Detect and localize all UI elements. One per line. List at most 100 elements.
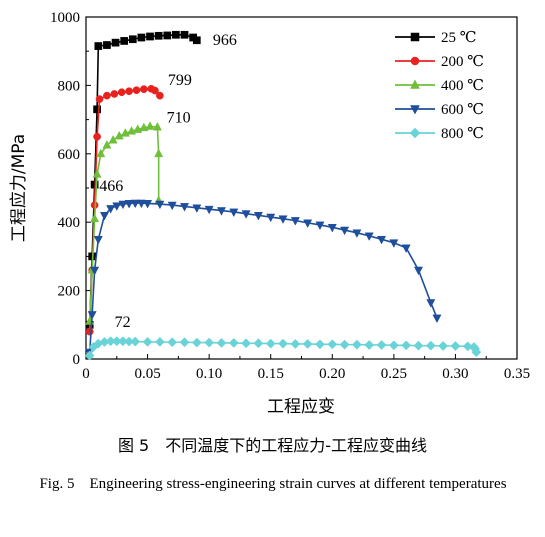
- data-point: [99, 212, 109, 221]
- data-point: [278, 215, 288, 224]
- data-point: [106, 205, 116, 214]
- data-point: [124, 200, 134, 209]
- legend-entry: 800 ℃: [395, 126, 484, 142]
- data-point: [167, 337, 178, 348]
- data-point: [152, 121, 162, 131]
- data-point: [145, 121, 155, 130]
- data-point: [154, 336, 165, 347]
- stress-strain-chart: 0 0.05 0.10 0.15 0.20 0.25 0.30 0.35 0 200 400 600 8…: [9, 10, 530, 417]
- data-point: [93, 105, 101, 114]
- data-point: [90, 213, 100, 223]
- legend-label: 800 ℃: [441, 126, 484, 142]
- y-tick-label: 600: [58, 147, 81, 163]
- data-point: [471, 347, 482, 358]
- series-2: [85, 84, 164, 336]
- data-point: [139, 122, 149, 132]
- data-point: [192, 36, 201, 45]
- x-tick-label: 0.15: [258, 366, 284, 382]
- data-point: [114, 130, 124, 140]
- data-point: [327, 223, 337, 233]
- data-point: [96, 148, 106, 158]
- data-point: [130, 199, 140, 209]
- data-point: [450, 341, 461, 351]
- data-point: [410, 32, 420, 42]
- data-point: [216, 207, 226, 216]
- data-point: [155, 200, 165, 210]
- data-point: [376, 340, 387, 350]
- data-point: [253, 338, 264, 349]
- data-point: [339, 339, 350, 350]
- data-point: [167, 201, 177, 211]
- data-point: [93, 132, 101, 141]
- data-point: [278, 338, 288, 349]
- data-point: [192, 204, 202, 213]
- data-point: [136, 199, 146, 209]
- data-point: [125, 87, 133, 96]
- series-line: [88, 202, 438, 353]
- figure-caption-english: Fig. 5 Engineering stress-engineering st…: [39, 476, 507, 492]
- data-point: [438, 341, 449, 351]
- data-point: [228, 337, 239, 348]
- data-point: [432, 314, 442, 324]
- data-point: [179, 337, 190, 348]
- data-point: [389, 239, 399, 248]
- data-point: [302, 338, 313, 349]
- data-point: [253, 212, 263, 221]
- data-point: [315, 339, 325, 350]
- data-point: [401, 244, 411, 253]
- data-point: [216, 337, 227, 348]
- legend-entry: 25 ℃: [395, 30, 477, 46]
- data-point: [241, 338, 252, 349]
- peak-value-label: 72: [115, 314, 131, 331]
- data-point: [84, 350, 95, 361]
- data-point: [142, 336, 153, 347]
- data-point: [351, 339, 362, 350]
- data-point: [204, 205, 214, 215]
- series-4: [85, 199, 442, 358]
- data-point: [290, 338, 301, 349]
- legend-label: 600 ℃: [441, 102, 484, 118]
- data-point: [410, 79, 420, 89]
- data-point: [163, 31, 172, 40]
- data-point: [462, 341, 473, 352]
- x-tick-label: 0.20: [319, 366, 345, 382]
- data-point: [128, 35, 137, 44]
- data-point: [156, 91, 164, 100]
- data-point: [130, 336, 141, 347]
- data-point: [401, 340, 412, 351]
- data-point: [425, 340, 436, 351]
- data-point: [102, 140, 112, 149]
- data-point: [111, 38, 120, 47]
- data-point: [413, 340, 424, 351]
- data-point: [410, 105, 420, 115]
- data-point: [154, 148, 164, 158]
- data-point: [94, 42, 103, 50]
- legend-label: 200 ℃: [441, 54, 484, 70]
- data-point: [180, 30, 189, 39]
- peak-value-label: 799: [168, 72, 192, 89]
- data-point: [151, 86, 159, 95]
- data-point: [377, 235, 387, 245]
- data-point: [426, 299, 436, 308]
- data-point: [140, 85, 148, 94]
- data-point: [95, 95, 104, 103]
- data-point: [143, 200, 153, 209]
- data-point: [118, 200, 128, 210]
- data-point: [179, 203, 190, 212]
- data-point: [352, 229, 362, 238]
- data-point: [364, 340, 375, 350]
- y-tick-label: 200: [58, 284, 81, 300]
- data-point: [410, 56, 420, 66]
- data-point: [90, 266, 100, 276]
- data-point: [110, 90, 119, 98]
- data-point: [290, 217, 300, 226]
- x-tick-label: 0.30: [442, 366, 468, 382]
- data-point: [108, 134, 118, 144]
- legend-entry: 600 ℃: [395, 102, 484, 118]
- peak-value-label: 966: [213, 32, 237, 49]
- data-point: [154, 31, 163, 40]
- x-tick-label: 0.05: [134, 366, 160, 382]
- legend-label: 400 ℃: [441, 78, 484, 94]
- legend-label: 25 ℃: [441, 30, 477, 46]
- y-tick-label: 400: [58, 215, 81, 231]
